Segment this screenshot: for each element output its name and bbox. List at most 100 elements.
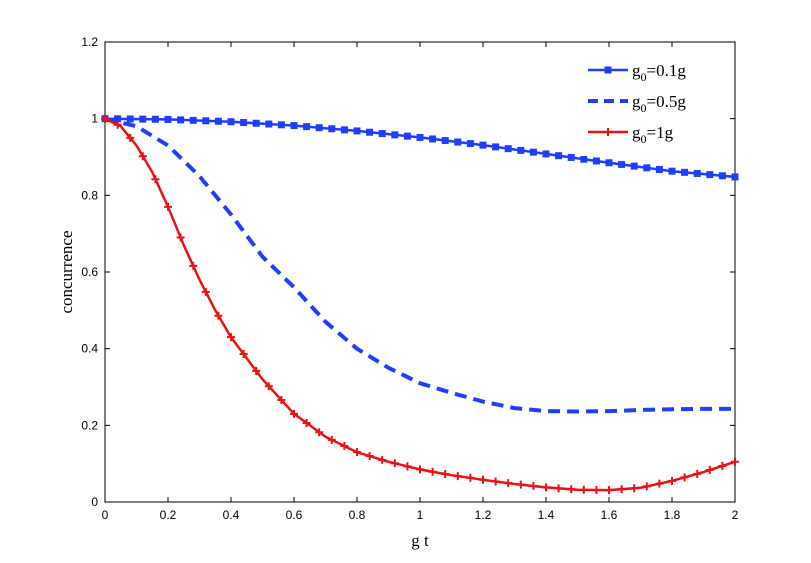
data-point	[604, 66, 612, 74]
data-point	[504, 145, 512, 153]
data-point	[617, 485, 626, 494]
series-layer	[101, 114, 739, 495]
data-point	[353, 127, 361, 135]
data-point	[139, 115, 147, 123]
data-point	[378, 130, 386, 138]
data-point	[643, 164, 651, 172]
data-point	[504, 479, 513, 488]
x-tick-label: 1.8	[664, 508, 681, 522]
data-point	[592, 157, 600, 165]
data-point	[164, 115, 172, 123]
data-point	[479, 141, 487, 149]
data-point	[441, 137, 449, 145]
data-point	[214, 311, 223, 320]
y-axis-label: concurrence	[57, 230, 76, 313]
y-tick-label: 1	[91, 112, 98, 126]
data-point	[340, 126, 348, 134]
series-2	[104, 116, 735, 414]
x-tick-label: 0.6	[286, 508, 303, 522]
data-point	[441, 470, 450, 479]
data-point	[164, 202, 172, 211]
data-point	[479, 475, 487, 484]
data-point	[239, 350, 248, 359]
data-point	[227, 118, 235, 126]
series-3	[101, 114, 739, 495]
data-point	[240, 119, 248, 126]
data-point	[604, 128, 612, 136]
data-point	[681, 168, 689, 176]
data-point	[391, 131, 399, 139]
data-point	[655, 479, 664, 488]
data-point	[315, 428, 324, 437]
data-point	[567, 153, 575, 161]
data-point	[277, 121, 285, 129]
data-point	[416, 465, 424, 474]
series-1	[101, 115, 739, 181]
data-point	[353, 448, 361, 457]
data-point	[328, 125, 336, 133]
legend-label: g0=0.1g	[632, 61, 686, 84]
x-tick-label: 1.6	[601, 508, 618, 522]
data-point	[718, 461, 727, 470]
legend-label: g0=1g	[632, 123, 674, 146]
x-tick-label: 1.2	[475, 508, 492, 522]
data-point	[403, 462, 412, 471]
data-point	[529, 148, 537, 156]
data-point	[492, 143, 500, 151]
data-point	[542, 483, 550, 492]
data-point	[252, 119, 260, 127]
data-point	[580, 155, 588, 163]
y-tick-label: 0.4	[81, 342, 98, 356]
x-tick-label: 2	[732, 508, 739, 522]
y-tick-label: 0.6	[81, 265, 98, 279]
data-point	[113, 120, 122, 129]
data-point	[390, 459, 399, 468]
data-point	[693, 169, 701, 177]
data-point	[252, 366, 261, 375]
data-point	[516, 480, 525, 489]
y-tick-label: 0.8	[81, 188, 98, 202]
data-point	[668, 167, 676, 175]
data-point	[655, 165, 663, 173]
legend: g0=0.1g g0=0.5g g0=1g	[578, 52, 728, 156]
data-point	[466, 473, 475, 482]
data-point	[429, 135, 437, 143]
data-point	[529, 482, 538, 491]
data-point	[630, 484, 639, 493]
data-point	[138, 152, 147, 161]
data-point	[567, 485, 576, 494]
data-point	[542, 150, 550, 158]
data-point	[227, 333, 235, 342]
data-point	[315, 124, 323, 132]
y-tick-label: 1.2	[81, 35, 98, 49]
data-point	[454, 138, 462, 146]
data-point	[101, 114, 109, 123]
x-axis-label: g t	[411, 531, 429, 550]
data-point	[264, 382, 273, 391]
y-tick-label: 0	[91, 495, 98, 509]
data-point	[605, 486, 613, 495]
axis-ticks: 0 0.2 0.4 0.6 0.8 1 1.2 1.4 1.6 1.8 2 0 0.2 0.4 0.6 0.8…	[81, 35, 738, 522]
data-point	[642, 482, 651, 491]
x-tick-label: 0.2	[160, 508, 177, 522]
data-point	[265, 120, 273, 128]
data-point	[668, 476, 676, 485]
data-point	[378, 455, 387, 464]
data-point	[453, 472, 462, 481]
data-point	[693, 469, 702, 478]
data-point	[517, 146, 525, 154]
legend-item: g0=0.5g	[588, 92, 686, 115]
data-point	[327, 435, 336, 444]
x-tick-label: 0.8	[349, 508, 366, 522]
x-tick-label: 1.4	[538, 508, 555, 522]
legend-item: g0=1g	[588, 123, 674, 146]
data-point	[731, 457, 739, 466]
legend-item: g0=0.1g	[588, 61, 686, 84]
data-point	[126, 133, 135, 142]
data-point	[555, 152, 563, 160]
data-point	[177, 116, 185, 124]
data-point	[151, 115, 159, 123]
data-point	[366, 128, 374, 136]
data-point	[201, 287, 210, 296]
